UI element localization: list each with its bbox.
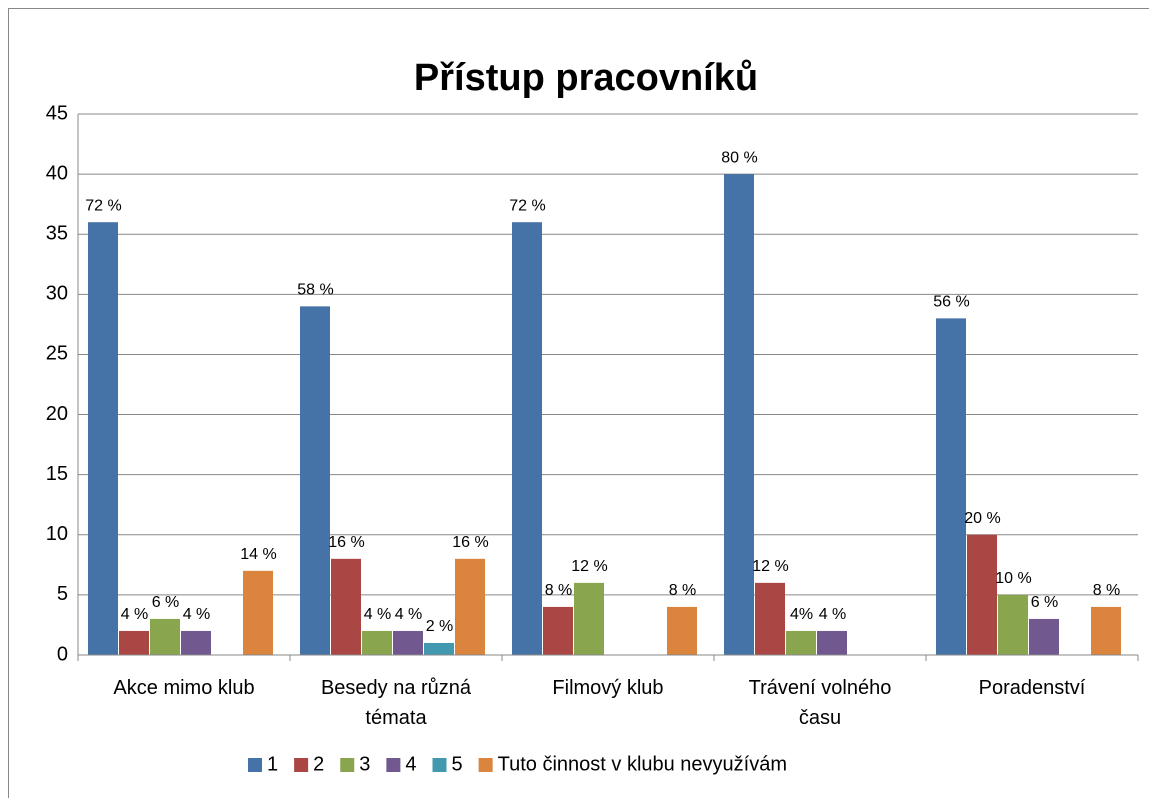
- data-label: 12 %: [571, 558, 607, 575]
- data-label: 4%: [790, 606, 813, 623]
- data-label: 14 %: [240, 546, 276, 563]
- data-label: 6 %: [152, 594, 180, 611]
- bar: [424, 643, 454, 655]
- y-tick-label: 0: [57, 643, 68, 665]
- data-label: 4 %: [395, 606, 423, 623]
- data-label: 16 %: [452, 534, 488, 551]
- data-label: 16 %: [328, 534, 364, 551]
- data-label: 10 %: [995, 570, 1031, 587]
- legend-label: 1: [267, 753, 278, 775]
- y-tick-label: 35: [46, 223, 68, 245]
- data-label: 4 %: [183, 606, 211, 623]
- bar: [88, 222, 118, 655]
- legend-label: 5: [452, 753, 463, 775]
- x-tick-label-box: Akce mimo klub: [94, 673, 274, 743]
- bar: [786, 631, 816, 655]
- y-tick-label: 15: [46, 463, 68, 485]
- bar: [724, 174, 754, 655]
- bar: [300, 306, 330, 655]
- data-label: 8 %: [669, 582, 697, 599]
- data-label: 6 %: [1031, 594, 1059, 611]
- bar: [998, 595, 1028, 655]
- bar: [362, 631, 392, 655]
- bar: [1091, 607, 1121, 655]
- bar: [512, 222, 542, 655]
- bar: [150, 619, 180, 655]
- data-label: 2 %: [426, 618, 454, 635]
- data-label: 72 %: [85, 197, 121, 214]
- legend-swatch: [294, 758, 308, 772]
- legend-swatch: [340, 758, 354, 772]
- data-label: 58 %: [297, 282, 333, 299]
- data-label: 8 %: [545, 582, 573, 599]
- x-tick-label-box: Besedy na různá témata: [306, 673, 486, 743]
- data-label: 8 %: [1093, 582, 1121, 599]
- bar: [967, 535, 997, 655]
- data-label: 20 %: [964, 510, 1000, 527]
- x-tick-label: Filmový klub: [518, 673, 698, 703]
- legend-label: 3: [359, 753, 370, 775]
- bar: [543, 607, 573, 655]
- bar: [181, 631, 211, 655]
- x-tick-label-box: Poradenství: [942, 673, 1122, 743]
- chart-title: Přístup pracovníků: [414, 57, 758, 99]
- x-tick-label: Trávení volného času: [730, 673, 910, 733]
- x-tick-label: Akce mimo klub: [94, 673, 274, 703]
- data-label: 12 %: [752, 558, 788, 575]
- legend-swatch: [479, 758, 493, 772]
- y-tick-label: 25: [46, 343, 68, 365]
- y-tick-label: 5: [57, 583, 68, 605]
- bar: [667, 607, 697, 655]
- y-tick-label: 10: [46, 523, 68, 545]
- legend-swatch: [386, 758, 400, 772]
- data-label: 4 %: [819, 606, 847, 623]
- bar: [331, 559, 361, 655]
- bar: [755, 583, 785, 655]
- y-tick-label: 40: [46, 162, 68, 184]
- bar: [455, 559, 485, 655]
- data-label: 56 %: [933, 294, 969, 311]
- legend-label: 2: [313, 753, 324, 775]
- x-tick-label-box: Filmový klub: [518, 673, 698, 743]
- bar: [393, 631, 423, 655]
- data-label: 80 %: [721, 149, 757, 166]
- bar: [574, 583, 604, 655]
- y-tick-label: 20: [46, 403, 68, 425]
- legend-label: 4: [405, 753, 416, 775]
- legend-swatch: [433, 758, 447, 772]
- data-label: 4 %: [121, 606, 149, 623]
- y-tick-label: 45: [46, 102, 68, 124]
- bar: [119, 631, 149, 655]
- data-label: 72 %: [509, 197, 545, 214]
- bar: [817, 631, 847, 655]
- data-label: 4 %: [364, 606, 392, 623]
- bar: [936, 318, 966, 655]
- y-tick-label: 30: [46, 283, 68, 305]
- legend-swatch: [248, 758, 262, 772]
- legend-label: Tuto činnost v klubu nevyužívám: [498, 753, 787, 775]
- bar: [1029, 619, 1059, 655]
- x-tick-label: Poradenství: [942, 673, 1122, 703]
- bar: [243, 571, 273, 655]
- x-tick-label-box: Trávení volného času: [730, 673, 910, 743]
- x-tick-label: Besedy na různá témata: [306, 673, 486, 733]
